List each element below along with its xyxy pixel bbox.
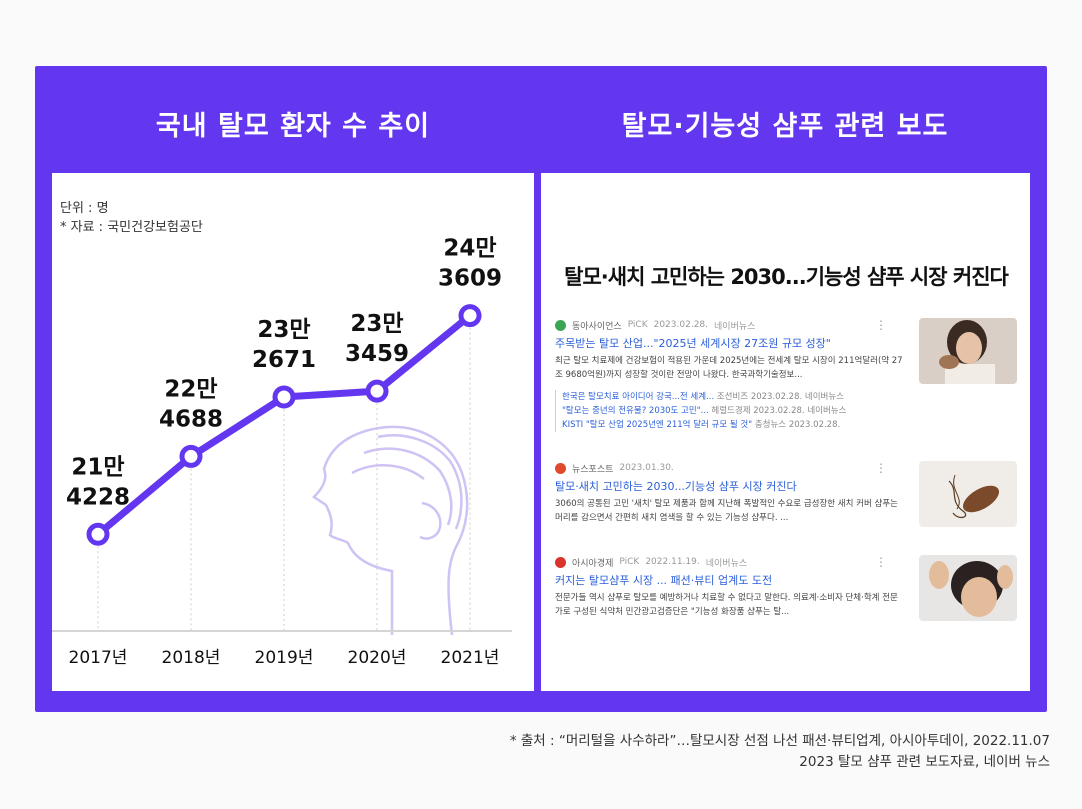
footnote-line: 2023 탈모 샴푸 관련 보도자료, 네이버 뉴스 [799,754,1050,770]
data-labels: 21만 4228 22만 4688 23만 2671 23만 3459 24만 3609 [66,236,502,511]
x-tick-label: 2019년 [255,648,314,668]
data-point [272,385,296,409]
data-label-main: 23만 [350,311,403,337]
x-tick-label: 2018년 [162,648,221,668]
data-label-sub: 3609 [438,266,502,292]
x-tick-label: 2017년 [69,648,128,668]
data-label-sub: 4688 [159,406,223,432]
article-description: 3060의 공통된 고민 '새치' 탈모 제품과 함께 지난해 폭발적인 수요로… [555,499,898,523]
x-tick-label: 2020년 [348,648,407,668]
article-description: 전문가들 역시 샴푸로 탈모를 예방하거나 치료할 수 없다고 말한다. 의료계… [555,593,898,617]
article-title[interactable]: 탈모·새치 고민하는 2030...기능성 샴푸 시장 커진다 [555,480,797,493]
data-point [179,444,203,468]
unit-label: 단위 : 명 [60,201,109,216]
data-label-main: 21만 [71,454,124,480]
related-article[interactable]: "탈모는 중년의 전유물? 2030도 고민"... 헤럴드경제 2023.02… [562,406,847,416]
data-point [458,304,482,328]
news-article[interactable]: 동아사이언스 PiCK 2023.02.28. 네이버뉴스 ⋮ 주목받는 탈모 … [555,318,1017,432]
article-thumbnail[interactable] [919,555,1017,621]
data-point [365,379,389,403]
data-label-main: 22만 [164,376,217,402]
news-headline: 탈모·새치 고민하는 2030...기능성 샴푸 시장 커진다 [564,265,1009,289]
year-guides [97,327,471,631]
line-chart: 21만 4228 22만 4688 23만 2671 23만 3459 24만 3609 2017… [52,236,512,668]
woman-hair-loss-image [919,318,1017,384]
publisher-logo-icon [555,462,566,474]
article-source: 동아사이언스 [572,321,622,332]
source-footnote: * 출처 : “머리털을 사수하라”…탈모시장 선점 나선 패션·뷰티업계, 아… [510,731,1050,773]
data-label-main: 24만 [443,236,496,262]
hairbrush-image [919,461,1017,527]
article-thumbnail[interactable] [919,461,1017,527]
news-article[interactable]: 뉴스포스트 2023.01.30. ⋮ 탈모·새치 고민하는 2030...기능… [555,461,1017,527]
data-label-sub: 4228 [66,484,130,510]
more-options-icon[interactable]: ⋮ [875,318,887,332]
article-title[interactable]: 주목받는 탈모 산업..."2025년 세계시장 27조원 규모 성장" [555,337,831,350]
article-date: 2023.01.30. [619,463,674,473]
x-tick-labels: 2017년 2018년 2019년 2020년 2021년 [69,648,500,668]
data-label-sub: 3459 [345,341,409,367]
news-article[interactable]: 아시아경제 PiCK 2022.11.19. 네이버뉴스 ⋮ 커지는 탈모샴푸 … [555,555,1017,621]
chart-card: 단위 : 명 * 자료 : 국민건강보험공단 21만 4228 22만 4688 23만… [52,173,534,691]
related-article[interactable]: 한국은 탈모치료 아이디어 강국...전 세계... 조선비즈 2023.02.… [562,392,845,402]
article-description: 최근 탈모 치료제에 건강보험이 적용된 가운데 2025년에는 전세계 탈모 … [555,356,903,380]
head-silhouette-icon [312,425,469,636]
data-label-sub: 2671 [252,347,316,373]
article-portal: 네이버뉴스 [705,558,748,569]
article-source-row: 동아사이언스 PiCK 2023.02.28. 네이버뉴스 ⋮ [555,318,1017,332]
data-label-main: 23만 [257,317,310,343]
article-source: 아시아경제 [572,558,614,569]
news-card: 탈모·새치 고민하는 2030...기능성 샴푸 시장 커진다 동아사이언스 P… [541,173,1030,691]
pick-badge: PiCK [619,557,640,567]
source-label: * 자료 : 국민건강보험공단 [60,220,203,235]
publisher-logo-icon [555,319,566,331]
x-tick-label: 2021년 [441,648,500,668]
more-options-icon[interactable]: ⋮ [875,555,887,569]
data-points [86,304,482,546]
article-source: 뉴스포스트 [572,464,614,475]
article-title[interactable]: 커지는 탈모샴푸 시장 ... 패션·뷰티 업계도 도전 [555,574,773,587]
related-article[interactable]: KISTI "탈모 산업 2025년엔 211억 달러 규모 될 것" 충청뉴스… [562,420,841,430]
more-options-icon[interactable]: ⋮ [875,461,887,475]
pick-badge: PiCK [627,320,648,330]
related-articles: 한국은 탈모치료 아이디어 강국...전 세계... 조선비즈 2023.02.… [555,390,1017,432]
article-portal: 네이버뉴스 [714,321,756,332]
article-source-row: 아시아경제 PiCK 2022.11.19. 네이버뉴스 ⋮ [555,555,1017,569]
article-thumbnail[interactable] [919,318,1017,384]
data-point [86,522,110,546]
man-hair-image [919,555,1017,621]
article-date: 2022.11.19. [645,557,700,567]
publisher-logo-icon [555,556,566,568]
article-date: 2023.02.28. [653,320,709,330]
chart-notes: 단위 : 명 * 자료 : 국민건강보험공단 [60,199,203,237]
news-panel-title: 탈모·기능성 샴푸 관련 보도 [621,111,949,142]
article-source-row: 뉴스포스트 2023.01.30. ⋮ [555,461,1017,475]
chart-panel-title: 국내 탈모 환자 수 추이 [155,111,431,142]
footnote-line: * 출처 : “머리털을 사수하라”…탈모시장 선점 나선 패션·뷰티업계, 아… [509,733,1050,749]
